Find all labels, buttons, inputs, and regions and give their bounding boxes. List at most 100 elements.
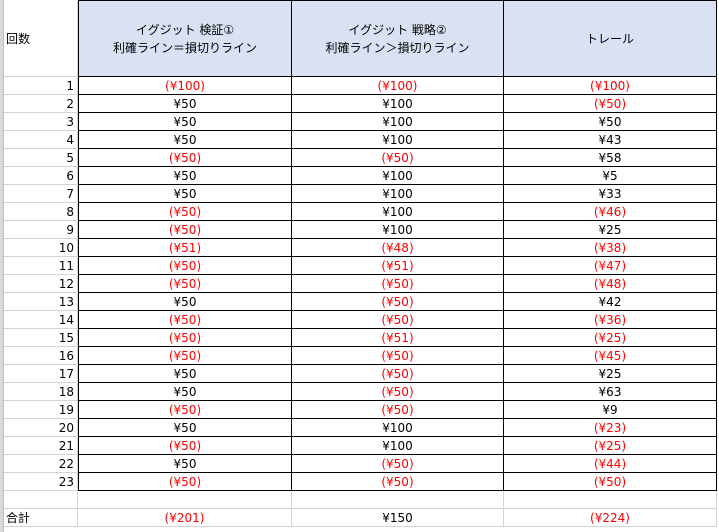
- exit-test-1-value[interactable]: (¥100): [78, 77, 292, 95]
- trade-number[interactable]: 7: [4, 185, 78, 203]
- trail-value[interactable]: ¥63: [504, 383, 717, 401]
- exit-strategy-2-value[interactable]: ¥100: [292, 113, 504, 131]
- exit-test-1-value[interactable]: ¥50: [78, 365, 292, 383]
- trade-number[interactable]: 23: [4, 473, 78, 491]
- exit-strategy-2-value[interactable]: (¥50): [292, 401, 504, 419]
- cell[interactable]: [4, 491, 78, 509]
- trail-value[interactable]: (¥100): [504, 77, 717, 95]
- exit-test-1-value[interactable]: (¥50): [78, 347, 292, 365]
- cell[interactable]: [504, 491, 717, 509]
- exit-test-1-value[interactable]: ¥50: [78, 455, 292, 473]
- exit-strategy-2-value[interactable]: (¥50): [292, 473, 504, 491]
- exit-test-1-value[interactable]: ¥50: [78, 167, 292, 185]
- trail-value[interactable]: (¥50): [504, 473, 717, 491]
- trail-value[interactable]: ¥43: [504, 131, 717, 149]
- exit-strategy-2-value[interactable]: ¥100: [292, 185, 504, 203]
- exit-test-1-value[interactable]: (¥50): [78, 311, 292, 329]
- exit-test-1-value[interactable]: ¥50: [78, 131, 292, 149]
- trail-value[interactable]: (¥36): [504, 311, 717, 329]
- exit-test-1-value[interactable]: ¥50: [78, 419, 292, 437]
- exit-test-1-value[interactable]: (¥50): [78, 221, 292, 239]
- exit-test-1-value[interactable]: ¥50: [78, 95, 292, 113]
- trade-number[interactable]: 17: [4, 365, 78, 383]
- count-header[interactable]: 回数: [4, 0, 78, 77]
- exit-strategy-2-value[interactable]: ¥100: [292, 221, 504, 239]
- exit-strategy-2-value[interactable]: ¥100: [292, 203, 504, 221]
- trade-number[interactable]: 11: [4, 257, 78, 275]
- trade-number[interactable]: 4: [4, 131, 78, 149]
- exit-strategy-2-value[interactable]: (¥50): [292, 275, 504, 293]
- exit-test-1-value[interactable]: ¥50: [78, 383, 292, 401]
- exit-strategy-2-value[interactable]: (¥51): [292, 329, 504, 347]
- trail-header[interactable]: トレール: [504, 0, 717, 77]
- exit-strategy-2-header[interactable]: イグジット 戦略② 利確ライン＞損切りライン: [292, 0, 504, 77]
- exit-strategy-2-value[interactable]: (¥50): [292, 365, 504, 383]
- exit-strategy-2-value[interactable]: (¥50): [292, 383, 504, 401]
- trail-value[interactable]: ¥33: [504, 185, 717, 203]
- trade-number[interactable]: 20: [4, 419, 78, 437]
- exit-test-1-value[interactable]: ¥50: [78, 113, 292, 131]
- exit-strategy-2-value[interactable]: ¥100: [292, 131, 504, 149]
- exit-strategy-2-value[interactable]: (¥48): [292, 239, 504, 257]
- exit-test-1-value[interactable]: (¥50): [78, 257, 292, 275]
- trade-number[interactable]: 1: [4, 77, 78, 95]
- total-exit-strategy-2[interactable]: ¥150: [292, 509, 504, 527]
- trade-number[interactable]: 9: [4, 221, 78, 239]
- total-exit-test-1[interactable]: (¥201): [78, 509, 292, 527]
- trade-number[interactable]: 15: [4, 329, 78, 347]
- trade-number[interactable]: 14: [4, 311, 78, 329]
- exit-strategy-2-value[interactable]: ¥100: [292, 437, 504, 455]
- cell[interactable]: [78, 491, 292, 509]
- trail-value[interactable]: (¥44): [504, 455, 717, 473]
- exit-strategy-2-value[interactable]: ¥100: [292, 167, 504, 185]
- trade-number[interactable]: 13: [4, 293, 78, 311]
- trail-value[interactable]: ¥25: [504, 365, 717, 383]
- trade-number[interactable]: 19: [4, 401, 78, 419]
- exit-strategy-2-value[interactable]: (¥51): [292, 257, 504, 275]
- exit-strategy-2-value[interactable]: (¥50): [292, 455, 504, 473]
- exit-test-1-value[interactable]: (¥50): [78, 203, 292, 221]
- exit-strategy-2-value[interactable]: (¥50): [292, 347, 504, 365]
- trail-value[interactable]: (¥47): [504, 257, 717, 275]
- trail-value[interactable]: (¥50): [504, 95, 717, 113]
- exit-test-1-value[interactable]: (¥50): [78, 401, 292, 419]
- trail-value[interactable]: (¥23): [504, 419, 717, 437]
- exit-strategy-2-value[interactable]: (¥50): [292, 149, 504, 167]
- trail-value[interactable]: (¥48): [504, 275, 717, 293]
- exit-test-1-value[interactable]: (¥50): [78, 275, 292, 293]
- exit-strategy-2-value[interactable]: ¥100: [292, 419, 504, 437]
- trail-value[interactable]: (¥38): [504, 239, 717, 257]
- trail-value[interactable]: ¥9: [504, 401, 717, 419]
- exit-test-1-value[interactable]: (¥50): [78, 329, 292, 347]
- exit-strategy-2-value[interactable]: (¥50): [292, 311, 504, 329]
- trail-value[interactable]: (¥45): [504, 347, 717, 365]
- trail-value[interactable]: ¥5: [504, 167, 717, 185]
- trade-number[interactable]: 8: [4, 203, 78, 221]
- exit-test-1-value[interactable]: (¥50): [78, 437, 292, 455]
- exit-strategy-2-value[interactable]: (¥50): [292, 293, 504, 311]
- exit-test-1-value[interactable]: (¥50): [78, 149, 292, 167]
- trail-value[interactable]: ¥42: [504, 293, 717, 311]
- trade-number[interactable]: 18: [4, 383, 78, 401]
- cell[interactable]: [292, 491, 504, 509]
- trade-number[interactable]: 10: [4, 239, 78, 257]
- trail-value[interactable]: (¥46): [504, 203, 717, 221]
- exit-test-1-header[interactable]: イグジット 検証① 利確ライン＝損切りライン: [78, 0, 292, 77]
- exit-test-1-value[interactable]: (¥51): [78, 239, 292, 257]
- trade-number[interactable]: 21: [4, 437, 78, 455]
- trade-number[interactable]: 6: [4, 167, 78, 185]
- exit-test-1-value[interactable]: (¥50): [78, 473, 292, 491]
- trade-number[interactable]: 5: [4, 149, 78, 167]
- exit-strategy-2-value[interactable]: (¥100): [292, 77, 504, 95]
- trade-number[interactable]: 12: [4, 275, 78, 293]
- exit-test-1-value[interactable]: ¥50: [78, 293, 292, 311]
- trail-value[interactable]: ¥58: [504, 149, 717, 167]
- total-label[interactable]: 合計: [4, 509, 78, 527]
- trail-value[interactable]: (¥25): [504, 329, 717, 347]
- exit-test-1-value[interactable]: ¥50: [78, 185, 292, 203]
- exit-strategy-2-value[interactable]: ¥100: [292, 95, 504, 113]
- trade-number[interactable]: 22: [4, 455, 78, 473]
- trade-number[interactable]: 16: [4, 347, 78, 365]
- total-trail[interactable]: (¥224): [504, 509, 717, 527]
- trail-value[interactable]: ¥50: [504, 113, 717, 131]
